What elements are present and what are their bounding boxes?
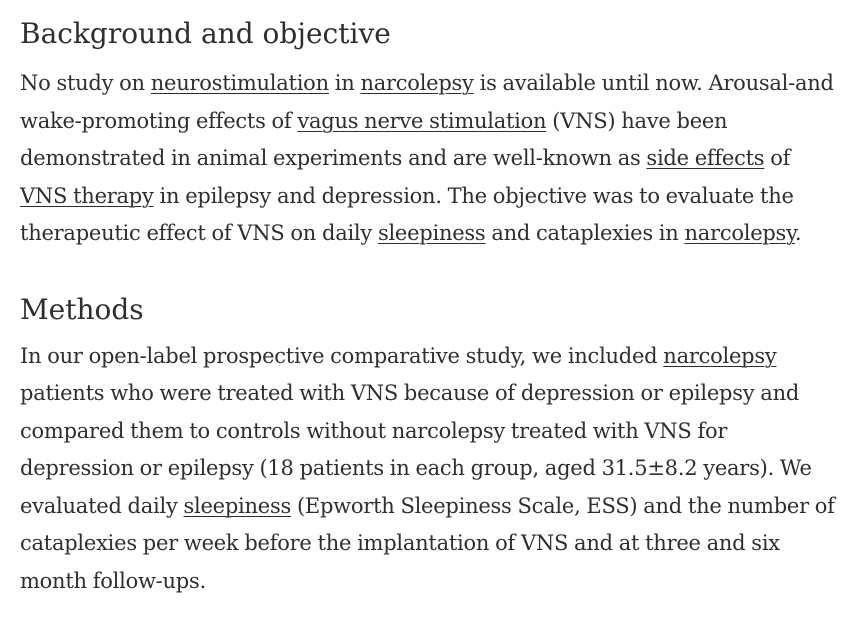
paragraph-text: (Epworth Sleepiness Scale, ESS) and the … [20, 493, 835, 593]
paragraph-text: (VNS) have been demonstrated in animal e… [20, 108, 728, 171]
paragraph-text: is available until now. Arousal-and wake… [20, 71, 834, 133]
section-paragraph: In our open-label prospective comparativ… [20, 338, 840, 601]
section-background-objective: Background and objective No study on neu… [20, 17, 840, 253]
term-link[interactable]: side effects [646, 146, 765, 170]
paragraph-text: No study on [20, 71, 151, 95]
section-methods: Methods In our open-label prospective co… [20, 293, 840, 601]
section-heading: Background and objective [20, 17, 391, 50]
paragraph-text: of [764, 146, 791, 170]
term-link[interactable]: narcolepsy [360, 71, 474, 95]
term-link[interactable]: sleepiness [183, 493, 292, 518]
paragraph-text: in [328, 71, 361, 95]
term-link[interactable]: vagus nerve stimulation [297, 108, 547, 133]
term-link[interactable]: narcolepsy [684, 221, 795, 245]
abstract: Background and objective No study on neu… [20, 0, 840, 600]
paragraph-text: in epilepsy and depression. The objectiv… [20, 183, 794, 246]
term-link[interactable]: VNS therapy [20, 183, 154, 208]
paragraph-text: In our open-label prospective comparativ… [20, 343, 664, 368]
term-link[interactable]: sleepiness [377, 221, 486, 245]
paragraph-text: patients who were treated with VNS becau… [20, 381, 812, 518]
paragraph-text: . [794, 221, 802, 245]
section-heading: Methods [20, 292, 144, 326]
term-link[interactable]: narcolepsy [663, 343, 777, 368]
section-paragraph: No study on neurostimulation in narcolep… [20, 65, 840, 253]
paragraph-text: and cataplexies in [485, 221, 685, 245]
term-link[interactable]: neurostimulation [150, 71, 329, 95]
